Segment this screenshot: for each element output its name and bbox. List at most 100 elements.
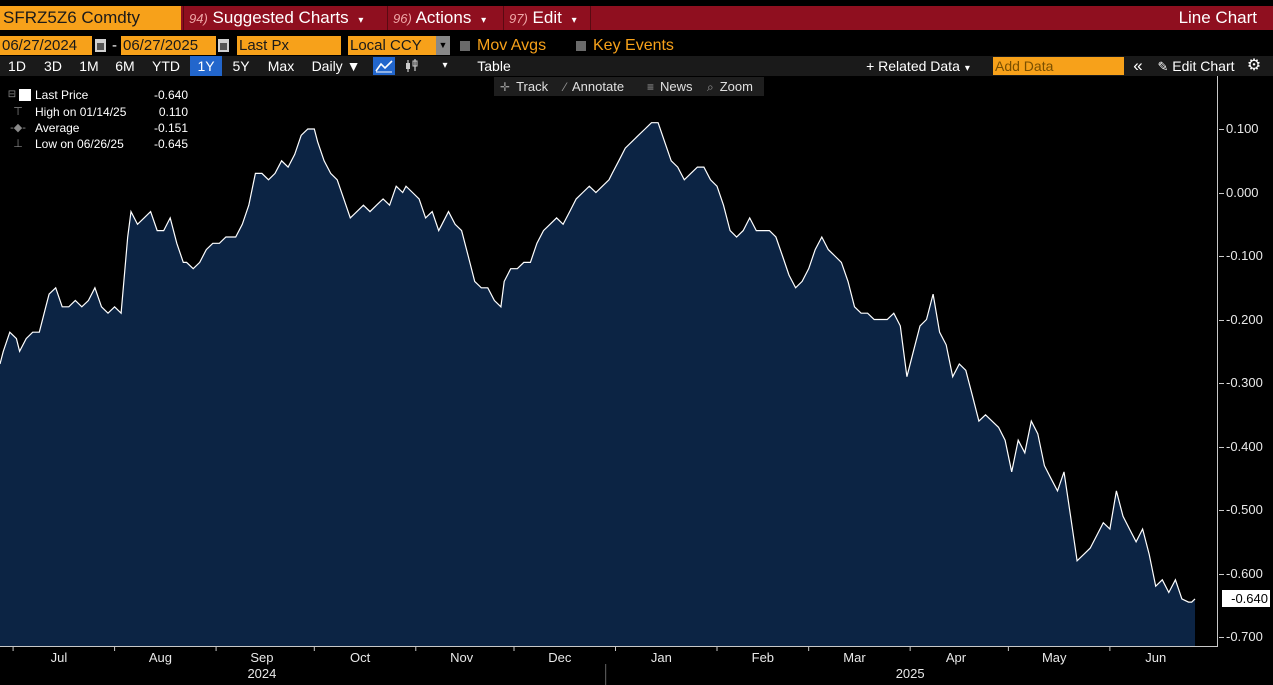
y-tick-label: -0.500 bbox=[1226, 502, 1263, 517]
chart-toolbar: 1D 3D 1M 6M YTD 1Y 5Y Max Daily ▼ ▾ Tabl… bbox=[0, 56, 1273, 76]
y-tick-label: 0.000 bbox=[1226, 185, 1259, 200]
currency-selector[interactable]: Local CCY bbox=[348, 36, 436, 55]
gear-icon[interactable]: ⚙ bbox=[1246, 57, 1262, 74]
line-chart-icon[interactable] bbox=[373, 57, 395, 75]
period-6m[interactable]: 6M bbox=[115, 58, 135, 74]
table-button[interactable]: Table bbox=[477, 58, 511, 74]
legend-low[interactable]: ⊥ Low on 06/26/25 -0.645 bbox=[7, 136, 190, 152]
chart-legend: ⊟ Last Price -0.640 ⊤ High on 01/14/25 0… bbox=[7, 87, 190, 155]
y-tick bbox=[1219, 193, 1224, 194]
calendar-icon[interactable] bbox=[95, 39, 106, 52]
y-tick-label: -0.400 bbox=[1226, 439, 1263, 454]
chart-tools-bar: ✛ Track ⁄ Annotate ≡ News ⌕ Zoom bbox=[494, 77, 764, 96]
y-tick-label: -0.600 bbox=[1226, 566, 1263, 581]
x-tick-label: Oct bbox=[350, 650, 371, 665]
period-ytd[interactable]: YTD bbox=[152, 58, 180, 74]
header-bar: SFRZ5Z6 Comdty 94) Suggested Charts ▾ 96… bbox=[0, 6, 1273, 30]
menu-separator bbox=[387, 6, 388, 30]
start-date-field[interactable]: 06/27/2024 bbox=[0, 36, 92, 55]
y-tick bbox=[1219, 510, 1224, 511]
edit-chart-label: Edit Chart bbox=[1172, 58, 1235, 74]
menu-number: 94) bbox=[189, 11, 208, 26]
legend-value: 0.110 bbox=[158, 105, 188, 119]
key-events-checkbox[interactable] bbox=[576, 41, 586, 51]
frequency-dropdown[interactable]: Daily ▼ bbox=[311, 58, 361, 74]
end-date-field[interactable]: 06/27/2025 bbox=[121, 36, 216, 55]
x-tick-label: Sep bbox=[250, 650, 274, 665]
track-tool[interactable]: ✛ Track bbox=[500, 77, 548, 96]
suggested-charts-menu[interactable]: 94) Suggested Charts ▾ bbox=[189, 6, 363, 30]
currency-dropdown-icon[interactable]: ▼ bbox=[436, 36, 450, 55]
edit-menu[interactable]: 97) Edit ▾ bbox=[509, 6, 577, 30]
plot-layer bbox=[0, 122, 1196, 646]
y-tick bbox=[1219, 129, 1224, 130]
actions-menu[interactable]: 96) Actions ▾ bbox=[393, 6, 486, 30]
legend-average[interactable]: -◆- Average -0.151 bbox=[7, 120, 190, 136]
calendar-icon[interactable] bbox=[218, 39, 229, 52]
legend-last-price[interactable]: ⊟ Last Price -0.640 bbox=[7, 87, 190, 103]
legend-value: -0.645 bbox=[153, 137, 188, 151]
mov-avgs-label[interactable]: Mov Avgs bbox=[477, 37, 547, 54]
news-tool[interactable]: ≡ News bbox=[647, 77, 693, 96]
menu-separator bbox=[183, 6, 184, 30]
legend-high[interactable]: ⊤ High on 01/14/25 0.110 bbox=[7, 104, 190, 120]
pencil-icon: ✎ bbox=[1157, 59, 1169, 74]
y-tick-label: -0.100 bbox=[1226, 248, 1263, 263]
series-swatch bbox=[19, 89, 31, 101]
key-events-label[interactable]: Key Events bbox=[593, 37, 674, 54]
candlestick-icon[interactable] bbox=[401, 57, 423, 75]
x-axis bbox=[0, 76, 1218, 685]
news-label: News bbox=[660, 79, 693, 94]
truncated-top-strip bbox=[0, 0, 1273, 5]
related-data-label: + Related Data bbox=[866, 58, 960, 74]
y-tick bbox=[1219, 574, 1224, 575]
period-3d[interactable]: 3D bbox=[44, 58, 62, 74]
y-tick-label: -0.700 bbox=[1226, 629, 1263, 644]
legend-label: Low on 06/26/25 bbox=[35, 137, 124, 151]
period-1d[interactable]: 1D bbox=[8, 58, 26, 74]
add-data-input[interactable]: Add Data bbox=[993, 57, 1124, 75]
chart-style-dropdown-icon[interactable]: ▾ bbox=[442, 60, 448, 71]
x-tick-label: Jan bbox=[650, 650, 672, 665]
menu-label: Actions bbox=[415, 8, 472, 27]
x-tick-label: Apr bbox=[945, 650, 967, 665]
menu-number: 96) bbox=[393, 11, 412, 26]
ticker-field[interactable]: SFRZ5Z6 Comdty bbox=[0, 6, 181, 30]
edit-chart-button[interactable]: ✎ Edit Chart bbox=[1152, 56, 1240, 76]
zoom-tool[interactable]: ⌕ Zoom bbox=[707, 77, 753, 96]
news-icon: ≡ bbox=[647, 80, 655, 94]
annotate-icon: ⁄ bbox=[564, 80, 567, 94]
last-price-badge: -0.640 bbox=[1222, 590, 1270, 607]
chart-type-label[interactable]: Line Chart bbox=[1178, 8, 1257, 27]
price-area-fill bbox=[0, 122, 1195, 646]
period-1y[interactable]: 1Y bbox=[190, 56, 222, 76]
y-tick-label: -0.300 bbox=[1226, 375, 1263, 390]
period-1m[interactable]: 1M bbox=[79, 58, 99, 74]
zoom-label: Zoom bbox=[719, 79, 753, 94]
period-max[interactable]: Max bbox=[267, 58, 295, 74]
legend-label: Average bbox=[35, 121, 80, 135]
period-5y[interactable]: 5Y bbox=[232, 58, 250, 74]
average-marker-icon: -◆- bbox=[10, 122, 26, 134]
mov-avgs-checkbox[interactable] bbox=[460, 41, 470, 51]
price-field-selector[interactable]: Last Px bbox=[237, 36, 341, 55]
date-range-separator: - bbox=[112, 37, 117, 54]
price-chart[interactable] bbox=[0, 76, 1273, 685]
caret-down-icon: ▾ bbox=[481, 15, 487, 26]
menu-label: Edit bbox=[532, 8, 562, 27]
price-line bbox=[0, 122, 1196, 603]
crosshair-icon: ✛ bbox=[500, 80, 511, 94]
x-tick-label: Dec bbox=[548, 650, 572, 665]
magnifier-icon: ⌕ bbox=[707, 80, 714, 94]
annotate-label: Annotate bbox=[572, 79, 625, 94]
menu-separator bbox=[503, 6, 504, 30]
legend-value: -0.151 bbox=[153, 121, 188, 135]
x-tick-label: Jun bbox=[1145, 650, 1167, 665]
caret-down-icon: ▾ bbox=[571, 15, 577, 26]
x-tick-label: Nov bbox=[450, 650, 474, 665]
collapse-box-icon[interactable]: ⊟ bbox=[7, 89, 17, 100]
x-tick-label: Aug bbox=[148, 650, 172, 665]
annotate-tool[interactable]: ⁄ Annotate bbox=[564, 77, 624, 96]
collapse-icon[interactable]: « bbox=[1133, 56, 1143, 75]
related-data-button[interactable]: + Related Data ▾ bbox=[856, 56, 980, 76]
